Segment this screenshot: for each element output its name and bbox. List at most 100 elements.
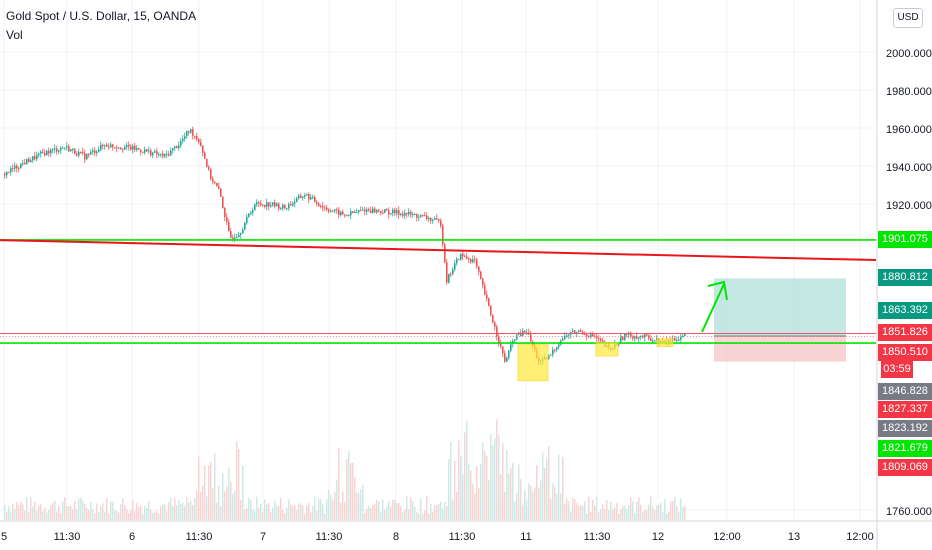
candle-body — [490, 305, 492, 315]
volume-bar — [292, 505, 294, 520]
volume-bar — [636, 501, 638, 520]
candle-body — [424, 215, 426, 217]
volume-bar — [304, 513, 306, 520]
candle-body — [34, 156, 36, 160]
volume-bar — [300, 503, 302, 520]
volume-bar — [606, 500, 608, 520]
volume-bar — [332, 500, 334, 520]
candle-body — [84, 153, 86, 160]
volume-bar — [92, 509, 94, 520]
candle-body — [152, 152, 154, 156]
volume-bar — [524, 490, 526, 520]
candle-body — [36, 155, 38, 160]
volume-bar — [98, 512, 100, 520]
volume-bar — [556, 493, 558, 520]
volume-bar — [202, 485, 204, 520]
candle-body — [190, 129, 192, 133]
volume-bar — [410, 496, 412, 520]
candle-body — [50, 149, 52, 154]
price-label: 1901.075 — [878, 231, 932, 248]
candle-body — [600, 338, 602, 341]
volume-bar — [462, 473, 464, 520]
candle-body — [434, 218, 436, 220]
currency-button[interactable]: USD — [893, 8, 923, 28]
trend-line — [0, 239, 877, 262]
candle-body — [676, 339, 678, 341]
volume-bar — [496, 419, 498, 520]
candle-body — [452, 269, 454, 275]
candle-body — [184, 136, 186, 139]
volume-bar — [670, 501, 672, 520]
volume-bar — [20, 501, 22, 520]
volume-bar — [296, 509, 298, 520]
candle-body — [112, 144, 114, 148]
candle-body — [196, 136, 198, 139]
volume-bar — [164, 504, 166, 520]
x-tick-label: 11:30 — [186, 531, 213, 543]
volume-bar — [578, 505, 580, 520]
x-tick-label: 11:30 — [316, 531, 343, 543]
volume-bar — [156, 510, 158, 520]
candle-body — [648, 335, 650, 339]
volume-bar — [152, 512, 154, 520]
candle-body — [406, 212, 408, 215]
candle-body — [376, 210, 378, 213]
volume-bar — [666, 513, 668, 520]
candle-body — [652, 340, 654, 342]
volume-bar — [662, 512, 664, 520]
candle-body — [348, 215, 350, 217]
volume-bar — [206, 495, 208, 520]
volume-bar — [130, 509, 132, 520]
candle-body — [182, 138, 184, 142]
candle-body — [48, 150, 50, 154]
x-tick-label: 5 — [1, 531, 7, 543]
volume-bar — [46, 512, 48, 520]
candle-body — [364, 209, 366, 212]
volume-bar — [506, 450, 508, 520]
candle-body — [432, 219, 434, 221]
candle-body — [420, 214, 422, 217]
candle-body — [136, 148, 138, 150]
candle-body — [96, 151, 98, 154]
candle-body — [282, 204, 284, 209]
price-label: 1846.828 — [878, 383, 932, 400]
candle-body — [308, 194, 310, 200]
volume-bar — [684, 505, 686, 520]
candle-body — [44, 153, 46, 156]
volume-bar — [400, 505, 402, 520]
long-position-tool[interactable] — [714, 278, 846, 362]
candle-body — [630, 332, 632, 337]
drawn-lines[interactable] — [0, 239, 877, 344]
volume-bar — [542, 452, 544, 520]
volume-bar — [306, 505, 308, 520]
volume-bar — [308, 502, 310, 520]
volume-bar — [90, 501, 92, 520]
volume-bar — [36, 510, 38, 520]
volume-bar — [376, 499, 378, 520]
candle-body — [186, 131, 188, 137]
volume-bar — [106, 497, 108, 520]
candle-body — [88, 153, 90, 155]
candle-body — [188, 131, 190, 133]
candle-body — [124, 146, 126, 150]
volume-bar — [522, 504, 524, 520]
candle-body — [682, 335, 684, 338]
highlight-boxes[interactable] — [517, 338, 674, 382]
volume-bar — [446, 505, 448, 520]
volume-bar — [532, 491, 534, 520]
volume-bar — [436, 505, 438, 520]
candle-body — [82, 151, 84, 154]
volume-bar — [414, 506, 416, 520]
volume-bar — [116, 510, 118, 520]
volume-bar — [596, 496, 598, 520]
volume-bar — [226, 486, 228, 520]
volume-bar — [250, 499, 252, 520]
volume-bar — [566, 498, 568, 520]
candle-body — [654, 340, 656, 342]
candle-body — [390, 213, 392, 215]
candle-body — [358, 210, 360, 212]
candle-body — [166, 153, 168, 155]
volume-bar — [360, 489, 362, 520]
price-label: 1851.826 — [878, 324, 932, 341]
